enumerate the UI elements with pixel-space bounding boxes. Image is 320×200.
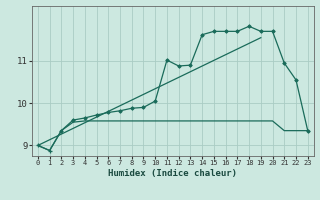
X-axis label: Humidex (Indice chaleur): Humidex (Indice chaleur) (108, 169, 237, 178)
